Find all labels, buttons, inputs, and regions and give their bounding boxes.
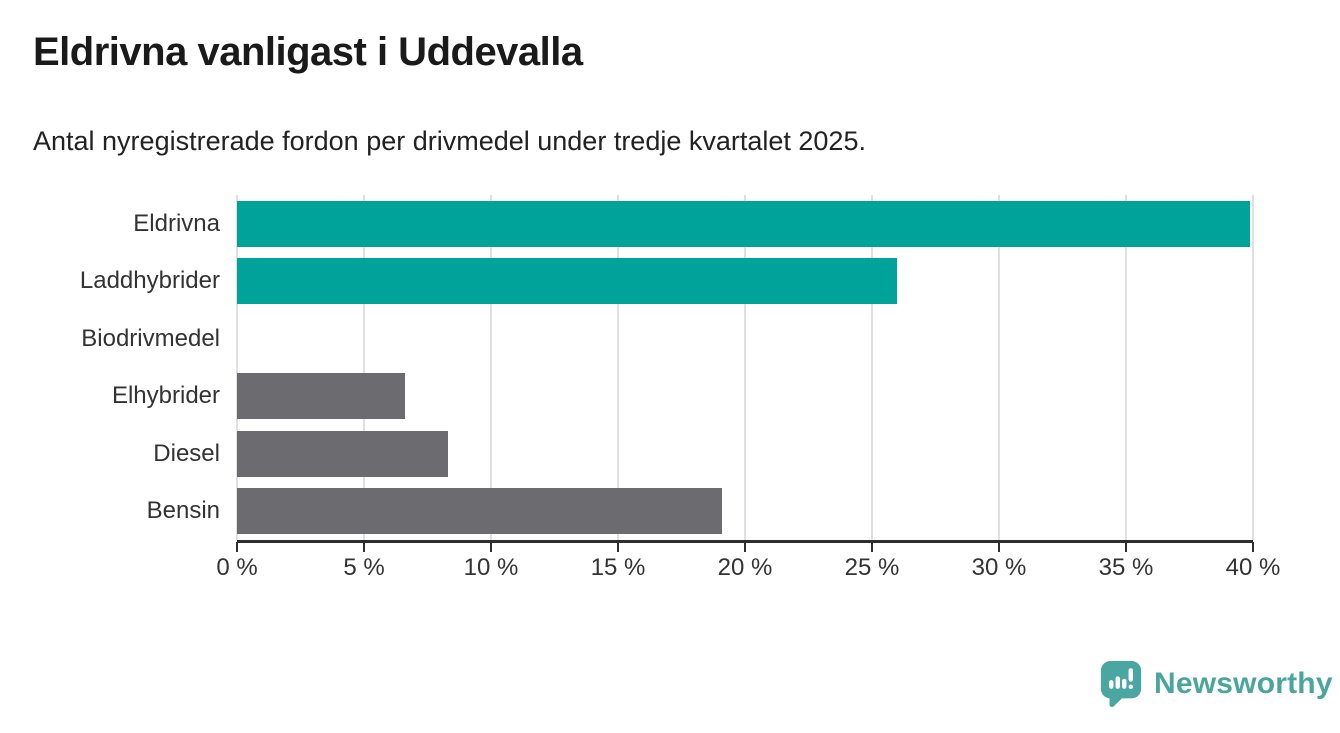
x-tick-label: 20 % — [717, 554, 773, 581]
gridline — [363, 195, 365, 540]
bar — [237, 200, 1251, 247]
bar — [237, 373, 405, 420]
y-axis-label: Bensin — [146, 497, 220, 525]
x-axis-tick — [1125, 542, 1127, 552]
x-tick-label: 0 % — [216, 554, 258, 581]
gridline — [490, 195, 492, 540]
gridline — [1125, 195, 1127, 540]
gridline — [744, 195, 746, 540]
y-axis-label: Elhybrider — [111, 382, 220, 410]
x-axis-tick — [490, 542, 492, 552]
newsworthy-logo: Newsworthy — [1098, 659, 1333, 709]
gridline — [236, 195, 238, 540]
bar — [237, 488, 723, 535]
page-title: Eldrivna vanligast i Uddevalla — [33, 30, 583, 74]
x-axis-tick — [1252, 542, 1254, 552]
gridline — [1252, 195, 1254, 540]
chart-subtitle: Antal nyregistrerade fordon per drivmede… — [33, 126, 866, 156]
newsworthy-speech-bubble-bar-chart-icon — [1098, 659, 1144, 709]
bar — [237, 258, 898, 305]
x-axis-tick — [236, 542, 238, 552]
bar — [237, 430, 448, 477]
y-axis-label: Eldrivna — [133, 209, 220, 237]
x-axis-tick — [617, 542, 619, 552]
gridline — [998, 195, 1000, 540]
x-tick-label: 35 % — [1098, 554, 1154, 581]
x-axis-tick — [744, 542, 746, 552]
x-axis-tick — [363, 542, 365, 552]
x-tick-label: 10 % — [463, 554, 519, 581]
x-tick-label: 40 % — [1225, 554, 1281, 581]
brand-wordmark: Newsworthy — [1154, 667, 1333, 700]
y-axis-label: Diesel — [153, 439, 220, 467]
x-axis-tick — [998, 542, 1000, 552]
x-axis-line — [237, 540, 1253, 543]
x-tick-label: 15 % — [590, 554, 646, 581]
x-tick-label: 30 % — [971, 554, 1027, 581]
x-axis-tick — [871, 542, 873, 552]
x-tick-label: 5 % — [343, 554, 385, 581]
x-tick-label: 25 % — [844, 554, 900, 581]
gridline — [871, 195, 873, 540]
y-axis-label: Biodrivmedel — [81, 324, 220, 352]
y-axis-label: Laddhybrider — [79, 267, 220, 295]
gridline — [617, 195, 619, 540]
